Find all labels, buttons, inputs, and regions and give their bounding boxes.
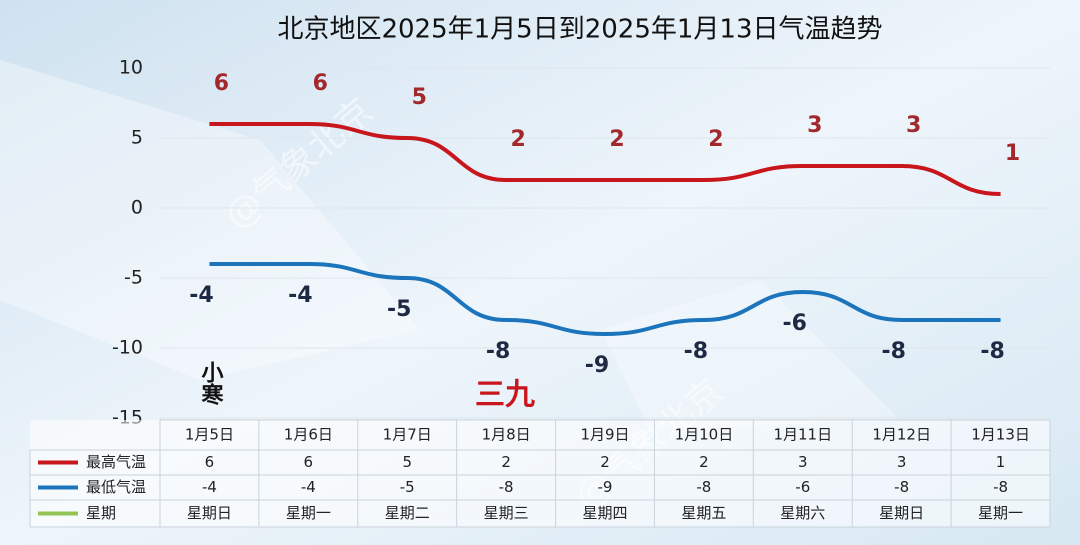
table-cell: 3 <box>798 453 808 471</box>
table-cell: 星期六 <box>780 504 825 522</box>
table-cell: 5 <box>402 453 412 471</box>
table-cell: 星期四 <box>582 504 627 522</box>
x-tick-label: 1月7日 <box>383 426 432 444</box>
data-label: 2 <box>609 127 624 152</box>
legend-label: 星期 <box>86 504 116 522</box>
table-cell: 星期五 <box>681 504 726 522</box>
x-tick-label: 1月5日 <box>185 426 234 444</box>
series-line <box>209 261 1001 337</box>
legend-label: 最高气温 <box>86 453 146 471</box>
series-line <box>209 121 1001 196</box>
y-tick-label: -10 <box>112 337 143 359</box>
chart-title: 北京地区2025年1月5日到2025年1月13日气温趋势 <box>277 15 882 45</box>
table-cell: -8 <box>894 478 909 496</box>
table-cell: 6 <box>205 453 215 471</box>
annotation: 小寒 <box>197 361 223 406</box>
decor <box>600 280 900 430</box>
table-cell: -9 <box>598 478 613 496</box>
x-tick-label: 1月9日 <box>580 426 629 444</box>
x-tick-label: 1月11日 <box>773 426 832 444</box>
data-label: 5 <box>412 85 427 110</box>
data-label: 2 <box>510 127 525 152</box>
y-tick-label: -5 <box>124 267 143 289</box>
table-cell: 星期二 <box>385 504 430 522</box>
table-cell: 星期日 <box>187 504 232 522</box>
data-label: -8 <box>980 339 1004 364</box>
data-label: -8 <box>486 339 510 364</box>
y-tick-label: 10 <box>119 57 143 79</box>
table-cell: -8 <box>696 478 711 496</box>
table-cell: 星期三 <box>484 504 529 522</box>
data-label: 1 <box>1005 141 1020 166</box>
table-cell: 星期一 <box>286 504 331 522</box>
data-label: 3 <box>807 113 822 138</box>
y-tick-label: 5 <box>131 127 143 149</box>
annotation: 三九 <box>475 378 535 413</box>
x-tick-label: 1月12日 <box>872 426 931 444</box>
x-tick-label: 1月6日 <box>284 426 333 444</box>
table-cell: 星期日 <box>879 504 924 522</box>
table-cell: 2 <box>699 453 709 471</box>
data-label: -4 <box>288 283 312 308</box>
x-tick-label: 1月8日 <box>482 426 531 444</box>
x-tick-label: 1月10日 <box>675 426 734 444</box>
table-cell: -8 <box>499 478 514 496</box>
table-cell: 1 <box>996 453 1006 471</box>
table-cell: 2 <box>501 453 511 471</box>
data-label: -8 <box>881 339 905 364</box>
table-bg <box>30 420 1050 527</box>
data-label: 3 <box>906 113 921 138</box>
data-label: -9 <box>585 353 609 378</box>
table-cell: -4 <box>202 478 217 496</box>
table-cell: 星期一 <box>978 504 1023 522</box>
data-label: 2 <box>708 127 723 152</box>
data-label: -6 <box>783 311 807 336</box>
table-cell: -8 <box>993 478 1008 496</box>
y-tick-label: 0 <box>131 197 143 219</box>
data-label: -5 <box>387 297 411 322</box>
table-cell: 3 <box>897 453 907 471</box>
data-label: 6 <box>214 71 229 96</box>
data-label: 6 <box>313 71 328 96</box>
legend-label: 最低气温 <box>86 478 146 496</box>
x-tick-label: 1月13日 <box>971 426 1030 444</box>
data-label: -4 <box>189 283 213 308</box>
table-cell: -5 <box>400 478 415 496</box>
table-cell: 2 <box>600 453 610 471</box>
table-cell: -6 <box>795 478 810 496</box>
table-cell: -4 <box>301 478 316 496</box>
decor <box>0 60 420 380</box>
data-label: -8 <box>684 339 708 364</box>
table-cell: 6 <box>304 453 314 471</box>
